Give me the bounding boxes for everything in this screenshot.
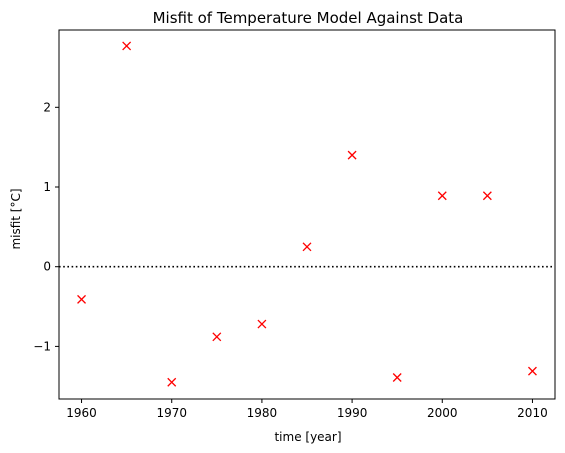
data-point [167,377,177,387]
data-point-stroke [392,373,402,382]
data-point [212,332,222,342]
x-tick-label: 1970 [156,406,187,420]
data-point [437,191,447,201]
data-point [347,150,357,160]
data-point [77,294,87,304]
y-axis-label: misfit [°C] [9,188,23,249]
data-point [392,373,402,382]
data-point [257,319,267,329]
data-point-stroke [257,319,267,329]
x-tick-label: 2000 [427,406,458,420]
data-point-stroke [482,191,492,201]
data-point-stroke [212,332,222,342]
data-point [527,366,537,376]
x-tick-label: 1980 [247,406,278,420]
data-point-stroke [347,150,357,160]
plot-frame [58,29,556,400]
data-point-stroke [167,377,177,387]
data-point [122,41,132,51]
data-point [302,242,312,252]
x-axis-label: time [year] [274,430,341,444]
y-tick-label: 1 [43,180,51,194]
chart-title: Misfit of Temperature Model Against Data [153,9,464,27]
data-point-stroke [302,242,312,252]
y-tick-label: 2 [43,100,51,114]
plot-area: 1960 1970 1980 1990 2000 2010 −1 0 1 2 [33,29,556,420]
data-point-stroke [437,191,447,201]
data-point-stroke [527,366,537,376]
y-tick-label: 0 [43,260,51,274]
y-tick-label: −1 [33,339,51,353]
x-tick-label: 1990 [337,406,368,420]
x-tick-label: 2010 [517,406,548,420]
data-point [482,191,492,201]
data-point-stroke [77,294,87,304]
x-tick-label: 1960 [66,406,97,420]
data-point-stroke [122,41,132,51]
